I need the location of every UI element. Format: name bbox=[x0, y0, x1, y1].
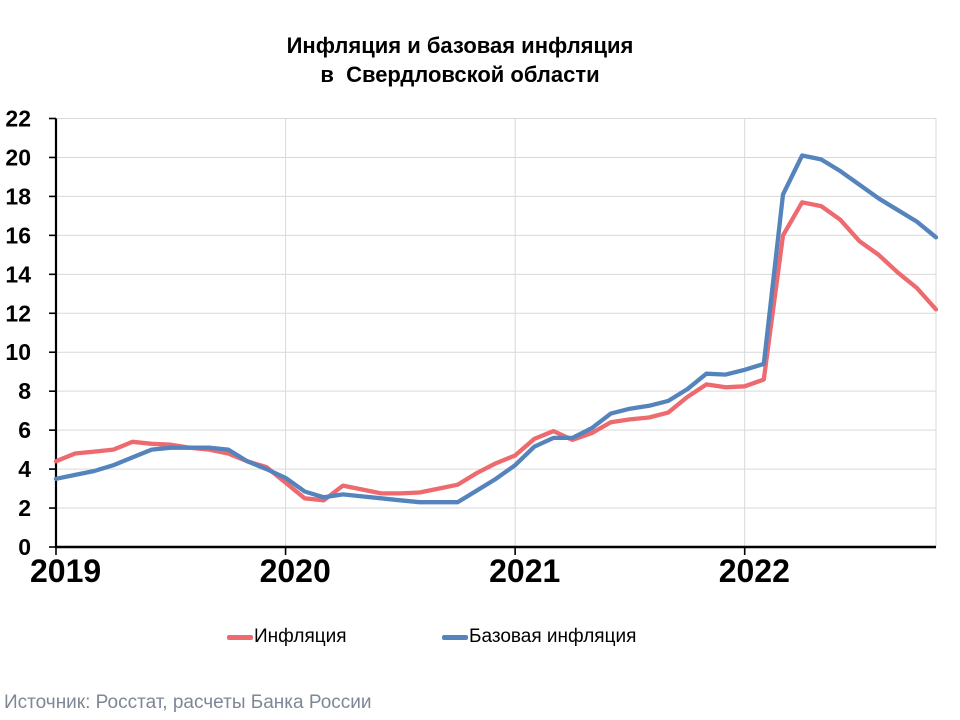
chart-title: Инфляция и базовая инфляция в Свердловск… bbox=[0, 31, 920, 89]
inflation-legend-label: Инфляция bbox=[254, 626, 347, 647]
y-tick-label: 6 bbox=[18, 417, 31, 443]
y-tick-label: 0 bbox=[18, 534, 31, 560]
x-tick-label: 2019 bbox=[30, 553, 101, 589]
y-tick-label: 8 bbox=[18, 378, 31, 404]
x-tick-label: 2021 bbox=[489, 553, 560, 589]
y-tick-label: 18 bbox=[5, 183, 31, 209]
y-tick-label: 10 bbox=[5, 339, 31, 365]
inflation-line-swatch bbox=[227, 634, 253, 640]
y-tick-label: 12 bbox=[5, 300, 31, 326]
legend-item-inflation: Инфляция bbox=[227, 624, 347, 650]
x-tick-label: 2020 bbox=[260, 553, 331, 589]
y-tick-label: 22 bbox=[5, 106, 31, 132]
core-inflation-legend-label: Базовая инфляция bbox=[469, 626, 637, 647]
x-tick-label: 2022 bbox=[719, 553, 790, 589]
series-line-core-inflation bbox=[53, 153, 939, 505]
y-tick-label: 2 bbox=[18, 495, 31, 521]
chart-title-line2: в Свердловской области bbox=[320, 62, 600, 87]
y-tick-label: 16 bbox=[5, 222, 31, 248]
legend-item-core-inflation: Базовая инфляция bbox=[442, 624, 636, 650]
y-tick-label: 14 bbox=[5, 261, 31, 287]
source-attribution: Источник: Росстат, расчеты Банка России bbox=[4, 692, 372, 713]
series-line-inflation bbox=[53, 200, 939, 503]
y-tick-label: 4 bbox=[18, 456, 31, 482]
chart-title-line1: Инфляция и базовая инфляция bbox=[286, 33, 634, 58]
y-tick-label: 20 bbox=[5, 144, 31, 170]
core-inflation-line-swatch bbox=[442, 634, 468, 640]
